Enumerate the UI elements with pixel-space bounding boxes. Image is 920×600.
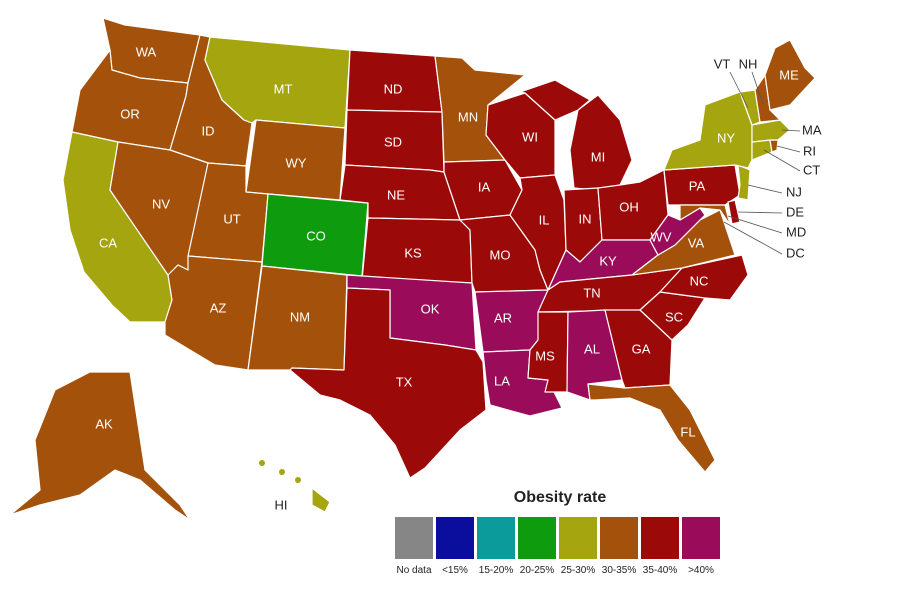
label-ga: GA: [632, 341, 651, 356]
label-in: IN: [579, 211, 592, 226]
label-ct: CT: [803, 162, 820, 177]
label-la: LA: [494, 373, 510, 388]
label-ak: AK: [95, 416, 113, 431]
legend-swatch-35_40: [641, 517, 679, 559]
label-tx: TX: [396, 374, 413, 389]
state-fl[interactable]: [587, 383, 716, 473]
label-pa: PA: [689, 178, 706, 193]
label-sc: SC: [665, 309, 683, 324]
legend-swatch-25_30: [559, 517, 597, 559]
label-oh: OH: [619, 199, 639, 214]
label-tn: TN: [583, 285, 600, 300]
state-hi-islands[interactable]: [259, 460, 265, 466]
leader-ct: [763, 149, 801, 172]
label-il: IL: [539, 212, 550, 227]
label-sd: SD: [384, 134, 402, 149]
legend-label-15_20: 15-20%: [478, 565, 514, 576]
legend-swatch-30_35: [600, 517, 638, 559]
label-ks: KS: [404, 245, 422, 260]
label-ut: UT: [223, 211, 240, 226]
state-ri[interactable]: [769, 139, 779, 153]
label-nj: NJ: [786, 184, 802, 199]
label-nc: NC: [690, 273, 709, 288]
label-mo: MO: [490, 247, 511, 262]
state-tx[interactable]: [289, 287, 487, 479]
leader-dc: [723, 221, 783, 255]
legend-label-nodata: No data: [396, 565, 432, 576]
label-co: CO: [306, 228, 326, 243]
label-va: VA: [688, 235, 705, 250]
label-me: ME: [779, 67, 799, 82]
legend-label-lt15: <15%: [442, 565, 468, 576]
leader-de: [737, 211, 783, 214]
label-de: DE: [786, 204, 804, 219]
leader-vt: [729, 71, 749, 109]
state-hi-islands[interactable]: [279, 469, 285, 475]
legend-label-25_30: 25-30%: [560, 565, 596, 576]
state-md[interactable]: [679, 204, 731, 226]
leader-nj: [747, 184, 783, 194]
label-dc: DC: [786, 245, 805, 260]
legend-swatch-lt15: [436, 517, 474, 559]
state-ct[interactable]: [751, 139, 773, 161]
label-mt: MT: [274, 81, 293, 96]
state-me[interactable]: [764, 39, 816, 111]
label-vt: VT: [714, 56, 731, 71]
leader-md: [727, 215, 783, 234]
label-wa: WA: [136, 44, 157, 59]
label-nv: NV: [152, 196, 170, 211]
label-nm: NM: [290, 309, 310, 324]
label-al: AL: [584, 341, 600, 356]
label-mi: MI: [591, 149, 605, 164]
label-wi: WI: [522, 129, 538, 144]
label-nh: NH: [739, 56, 758, 71]
state-wv[interactable]: [649, 207, 706, 256]
leader-ma: [781, 129, 801, 132]
label-wv: WV: [651, 229, 672, 244]
label-ri: RI: [803, 143, 816, 158]
state-hi[interactable]: [311, 487, 331, 513]
label-fl: FL: [680, 424, 695, 439]
label-wy: WY: [286, 155, 307, 170]
label-ne: NE: [387, 187, 405, 202]
label-az: AZ: [210, 300, 227, 315]
state-nj[interactable]: [737, 164, 751, 201]
state-sc[interactable]: [639, 291, 706, 341]
label-mn: MN: [458, 109, 478, 124]
legend-swatch-nodata: [395, 517, 433, 559]
state-nh[interactable]: [754, 74, 781, 123]
label-ok: OK: [421, 301, 440, 316]
legend-swatch-20_25: [518, 517, 556, 559]
legend-label-35_40: 35-40%: [642, 565, 678, 576]
label-ny: NY: [717, 130, 735, 145]
leader-nh: [751, 71, 764, 105]
label-ia: IA: [478, 179, 491, 194]
state-ny[interactable]: [663, 91, 753, 171]
label-md: MD: [786, 224, 806, 239]
label-hi: HI: [275, 497, 288, 512]
state-hi-islands[interactable]: [295, 477, 301, 483]
legend-label-gt40: >40%: [688, 565, 714, 576]
label-or: OR: [120, 106, 140, 121]
label-id: ID: [202, 123, 215, 138]
label-ms: MS: [535, 348, 555, 363]
label-ky: KY: [599, 253, 617, 268]
legend-swatch-15_20: [477, 517, 515, 559]
label-nd: ND: [384, 81, 403, 96]
legend-label-20_25: 20-25%: [519, 565, 555, 576]
label-ma: MA: [802, 122, 822, 137]
state-mi-up[interactable]: [519, 79, 591, 121]
state-il[interactable]: [509, 174, 567, 291]
state-ak[interactable]: [9, 371, 191, 521]
legend-title: Obesity rate: [513, 489, 607, 506]
label-ca: CA: [99, 235, 117, 250]
legend-swatch-gt40: [682, 517, 720, 559]
leader-ri: [776, 145, 801, 153]
label-ar: AR: [494, 310, 512, 325]
legend-label-30_35: 30-35%: [601, 565, 637, 576]
